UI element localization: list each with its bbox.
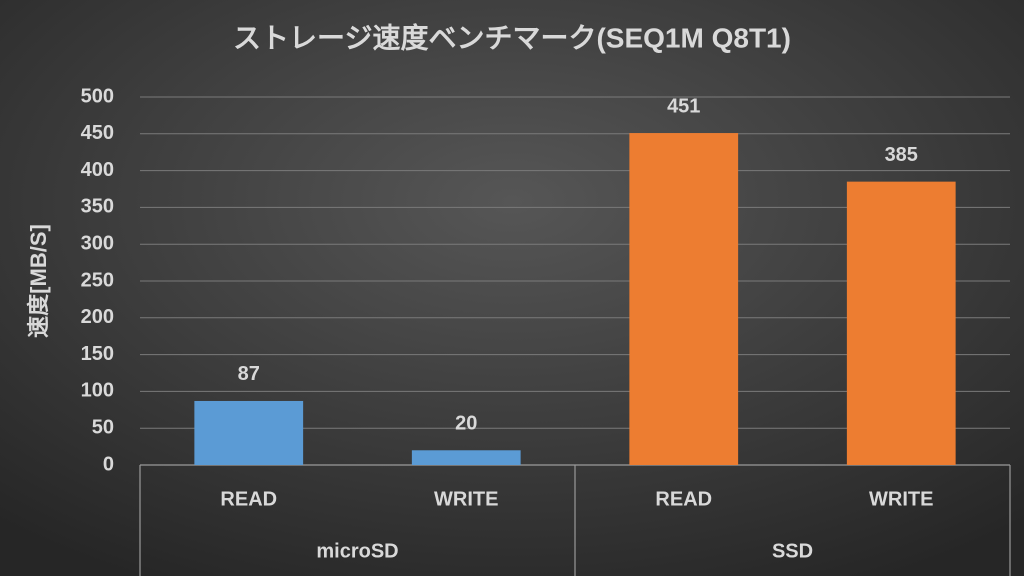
y-tick-label: 250 xyxy=(81,269,114,291)
bar xyxy=(846,181,956,465)
group-label: microSD xyxy=(316,540,398,562)
y-tick-label: 50 xyxy=(92,416,114,438)
y-tick-label: 450 xyxy=(81,122,114,144)
y-tick-label: 0 xyxy=(103,453,114,475)
x-tick-label: READ xyxy=(220,488,277,510)
bar xyxy=(194,400,304,465)
data-label: 20 xyxy=(455,413,477,435)
x-tick-label: WRITE xyxy=(434,488,498,510)
data-label: 87 xyxy=(238,363,260,385)
bar xyxy=(411,450,521,465)
y-tick-label: 350 xyxy=(81,196,114,218)
x-tick-label: WRITE xyxy=(869,488,933,510)
y-tick-label: 300 xyxy=(81,232,114,254)
y-tick-label: 100 xyxy=(81,380,114,402)
bar xyxy=(629,133,739,465)
y-tick-label: 400 xyxy=(81,159,114,181)
y-tick-label: 500 xyxy=(81,85,114,107)
y-axis-label: 速度[MB/S] xyxy=(26,224,51,338)
group-label: SSD xyxy=(772,540,813,562)
y-tick-label: 150 xyxy=(81,343,114,365)
chart-title: ストレージ速度ベンチマーク(SEQ1M Q8T1) xyxy=(233,22,791,53)
data-label: 385 xyxy=(885,144,918,166)
y-tick-label: 200 xyxy=(81,306,114,328)
x-tick-label: READ xyxy=(655,488,712,510)
data-label: 451 xyxy=(667,95,700,117)
